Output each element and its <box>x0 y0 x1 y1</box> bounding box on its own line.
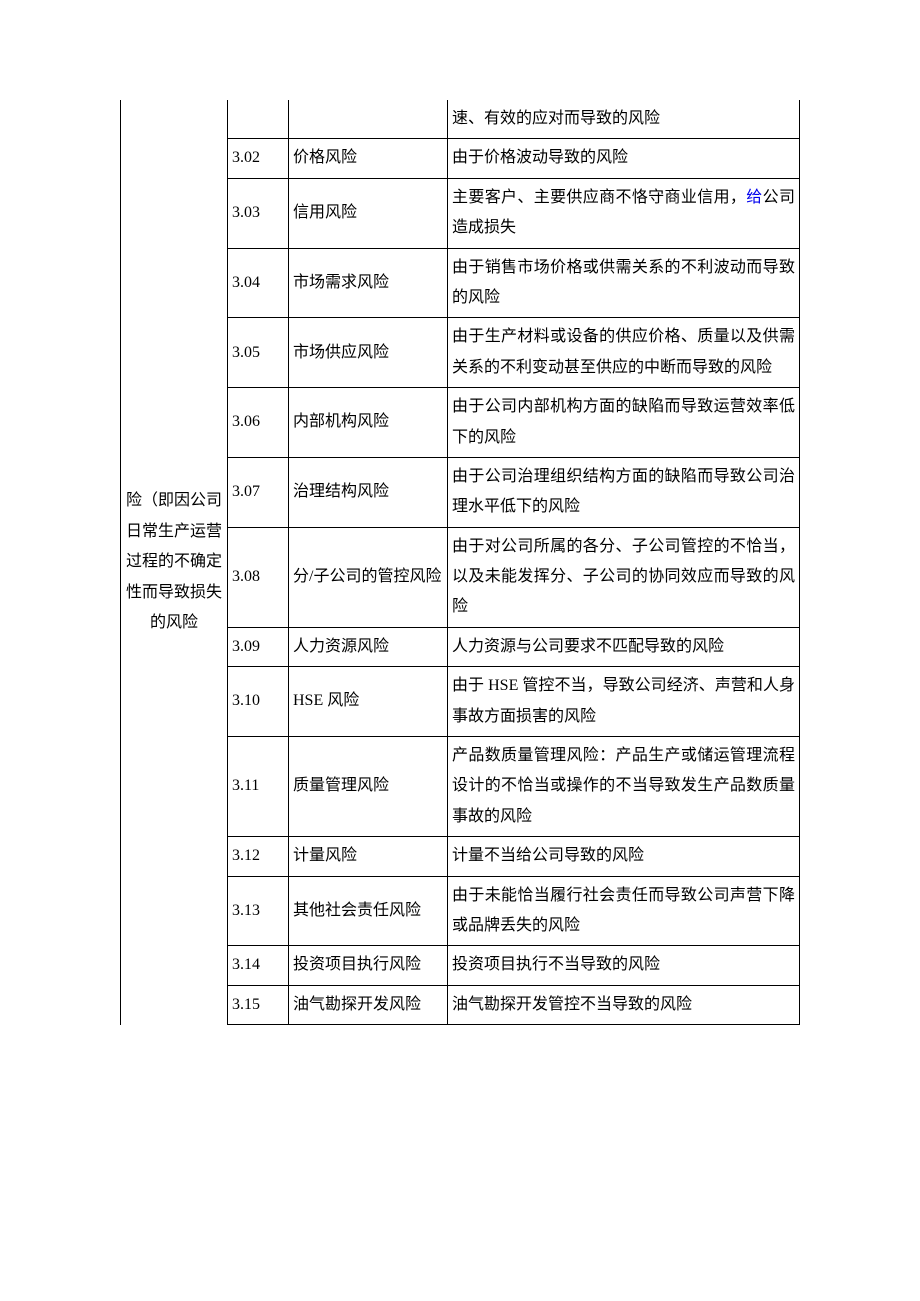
name-cell: 信用风险 <box>289 178 448 248</box>
desc-text: 由于销售市场价格或供需关系的不利波动而导致的风险 <box>452 259 795 306</box>
name-cell: 投资项目执行风险 <box>289 946 448 985</box>
name-cell: 价格风险 <box>289 139 448 178</box>
desc-cell: 投资项目执行不当导致的风险 <box>448 946 800 985</box>
name-cell: 油气勘探开发风险 <box>289 985 448 1024</box>
code-cell: 3.06 <box>228 388 289 458</box>
code-cell: 3.12 <box>228 837 289 876</box>
desc-cell: 由于未能恰当履行社会责任而导致公司声营下降或品牌丢失的风险 <box>448 876 800 946</box>
name-cell: 计量风险 <box>289 837 448 876</box>
category-cell: 险（即因公司日常生产运营过程的不确定性而导致损失的风险 <box>121 100 228 1025</box>
name-cell: 质量管理风险 <box>289 737 448 837</box>
code-cell: 3.08 <box>228 527 289 627</box>
desc-text: 由于公司治理组织结构方面的缺陷而导致公司治理水平低下的风险 <box>452 468 795 515</box>
desc-text: 主要客户、主要供应商不恪守商业信用， <box>452 189 746 206</box>
desc-cell: 人力资源与公司要求不匹配导致的风险 <box>448 627 800 666</box>
desc-cell: 由于公司内部机构方面的缺陷而导致运营效率低下的风险 <box>448 388 800 458</box>
name-cell: 其他社会责任风险 <box>289 876 448 946</box>
desc-text: 人力资源与公司要求不匹配导致的风险 <box>452 638 724 655</box>
desc-text: 计量不当给公司导致的风险 <box>452 847 644 864</box>
name-cell: 人力资源风险 <box>289 627 448 666</box>
code-cell: 3.05 <box>228 318 289 388</box>
code-cell: 3.02 <box>228 139 289 178</box>
code-cell <box>228 100 289 139</box>
desc-cell: 速、有效的应对而导致的风险 <box>448 100 800 139</box>
desc-cell: 计量不当给公司导致的风险 <box>448 837 800 876</box>
desc-text: 由于 HSE 管控不当，导致公司经济、声营和人身事故方面损害的风险 <box>452 677 795 724</box>
name-cell: 市场供应风险 <box>289 318 448 388</box>
desc-text: 油气勘探开发管控不当导致的风险 <box>452 996 692 1013</box>
name-cell: 市场需求风险 <box>289 248 448 318</box>
table-row: 险（即因公司日常生产运营过程的不确定性而导致损失的风险 速、有效的应对而导致的风… <box>121 100 800 139</box>
desc-text: 由于价格波动导致的风险 <box>452 149 628 166</box>
desc-text: 由于未能恰当履行社会责任而导致公司声营下降或品牌丢失的风险 <box>452 887 795 934</box>
code-cell: 3.04 <box>228 248 289 318</box>
desc-cell: 由于价格波动导致的风险 <box>448 139 800 178</box>
code-cell: 3.13 <box>228 876 289 946</box>
name-cell: 治理结构风险 <box>289 457 448 527</box>
desc-text: 由于对公司所属的各分、子公司管控的不恰当，以及未能发挥分、子公司的协同效应而导致… <box>452 538 795 616</box>
document-page: 险（即因公司日常生产运营过程的不确定性而导致损失的风险 速、有效的应对而导致的风… <box>0 0 920 1301</box>
risk-table-body: 险（即因公司日常生产运营过程的不确定性而导致损失的风险 速、有效的应对而导致的风… <box>121 100 800 1025</box>
desc-link: 给 <box>746 189 762 206</box>
code-cell: 3.07 <box>228 457 289 527</box>
code-cell: 3.03 <box>228 178 289 248</box>
code-cell: 3.10 <box>228 667 289 737</box>
code-cell: 3.09 <box>228 627 289 666</box>
desc-cell: 由于对公司所属的各分、子公司管控的不恰当，以及未能发挥分、子公司的协同效应而导致… <box>448 527 800 627</box>
name-cell: 分/子公司的管控风险 <box>289 527 448 627</box>
desc-text: 产品数质量管理风险：产品生产或储运管理流程设计的不恰当或操作的不当导致发生产品数… <box>452 747 795 825</box>
name-cell: 内部机构风险 <box>289 388 448 458</box>
desc-cell: 由于公司治理组织结构方面的缺陷而导致公司治理水平低下的风险 <box>448 457 800 527</box>
desc-cell: 油气勘探开发管控不当导致的风险 <box>448 985 800 1024</box>
desc-text: 由于生产材料或设备的供应价格、质量以及供需关系的不利变动甚至供应的中断而导致的风… <box>452 328 795 375</box>
desc-text-suffix: 速、有效的应对而导致的风险 <box>452 110 660 127</box>
code-cell: 3.11 <box>228 737 289 837</box>
code-cell: 3.14 <box>228 946 289 985</box>
desc-text: 由于公司内部机构方面的缺陷而导致运营效率低下的风险 <box>452 398 795 445</box>
desc-cell: 由于生产材料或设备的供应价格、质量以及供需关系的不利变动甚至供应的中断而导致的风… <box>448 318 800 388</box>
desc-cell: 产品数质量管理风险：产品生产或储运管理流程设计的不恰当或操作的不当导致发生产品数… <box>448 737 800 837</box>
desc-text: 投资项目执行不当导致的风险 <box>452 956 660 973</box>
name-cell: HSE 风险 <box>289 667 448 737</box>
risk-table: 险（即因公司日常生产运营过程的不确定性而导致损失的风险 速、有效的应对而导致的风… <box>120 100 800 1025</box>
name-cell <box>289 100 448 139</box>
code-cell: 3.15 <box>228 985 289 1024</box>
desc-cell: 主要客户、主要供应商不恪守商业信用，给公司造成损失 <box>448 178 800 248</box>
desc-cell: 由于销售市场价格或供需关系的不利波动而导致的风险 <box>448 248 800 318</box>
desc-cell: 由于 HSE 管控不当，导致公司经济、声营和人身事故方面损害的风险 <box>448 667 800 737</box>
